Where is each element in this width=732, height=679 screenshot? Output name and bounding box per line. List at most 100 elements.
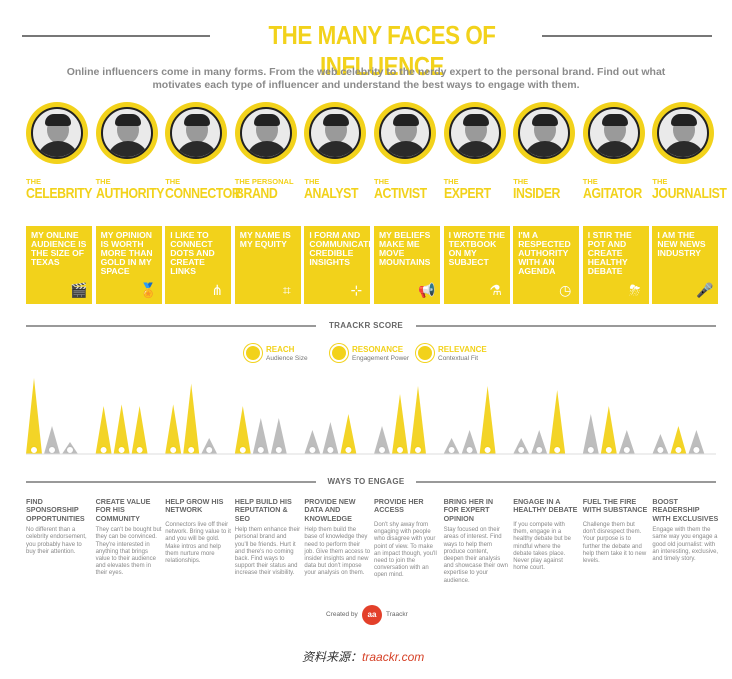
activist-resonance-bar <box>392 394 408 454</box>
source-link[interactable]: traackr.com <box>362 650 425 664</box>
influencer-prefix: THE PERSONAL <box>234 177 294 186</box>
flask-icon: ⚗ <box>489 282 502 298</box>
quote-card-authority: MY OPINION IS WORTH MORE THAN GOLD IN MY… <box>95 226 162 304</box>
engage-tip-analyst: PROVIDE NEW DATA AND KNOWLEDGE Help them … <box>304 497 371 578</box>
resonance-legend-icon <box>330 344 348 362</box>
portrait-hair <box>114 114 141 126</box>
relevance-legend-icon <box>416 344 434 362</box>
portrait-shoulders <box>175 141 220 157</box>
journalist-reach-marker <box>656 445 665 455</box>
portrait-shoulders <box>105 141 150 157</box>
title-row: THE MANY FACES OF INFLUENCE <box>22 18 712 81</box>
quote-card-analyst: I FORM AND COMMUNICATE CREDIBLE INSIGHTS… <box>304 226 374 304</box>
insider-relevance-bar <box>549 390 566 454</box>
engage-tip-journalist: BOOST READERSHIP WITH EXCLUSIVES Engage w… <box>652 497 718 563</box>
influencer-prefix: THE <box>582 177 598 186</box>
score-section-label: TRAACKR SCORE <box>316 321 416 330</box>
legend-reach-title: REACH <box>266 345 295 354</box>
medal-icon: 🏅 <box>139 282 158 298</box>
engage-section-label: WAYS TO ENGAGE <box>316 477 416 486</box>
authority-resonance-bar <box>113 404 130 454</box>
expert-relevance-marker <box>483 445 492 455</box>
celebrity-reach-bar <box>26 378 42 454</box>
engage-tip-body: Connectors live off their network. Bring… <box>165 522 231 565</box>
engage-tip-title: BRING HER IN FOR EXPERT OPINION <box>443 497 494 523</box>
engage-tip-title: FUEL THE FIRE WITH SUBSTANCE <box>582 497 648 515</box>
engage-tip-authority: CREATE VALUE FOR HIS COMMUNITY They can't… <box>96 497 162 578</box>
activist-reach-bar <box>374 426 390 454</box>
storm-icon: ⛈ <box>629 282 641 298</box>
quote-text: I LIKE TO CONNECT DOTS AND CREATE LINKS <box>170 230 215 276</box>
journalist-relevance-marker <box>692 445 701 455</box>
quote-card-journalist: I AM THE NEW NEWS INDUSTRY 🎤 <box>652 226 719 304</box>
influencer-name: BRAND <box>234 185 278 202</box>
journalist-resonance-marker <box>674 445 683 455</box>
influencer-name: AUTHORITY <box>95 185 164 202</box>
legend-reach-sub: Audience Size <box>266 355 308 362</box>
portrait-activist <box>374 102 436 164</box>
engage-tip-title: HELP BUILD HIS REPUTATION & SEO <box>234 497 292 523</box>
portrait-photo <box>379 107 431 159</box>
portrait-photo <box>309 107 362 159</box>
engage-tip-body: No different than a celebrity endorsemen… <box>26 527 87 555</box>
portrait-shoulders <box>453 141 498 157</box>
engage-tip-title: HELP GROW HIS NETWORK <box>165 497 224 515</box>
portrait-hair <box>393 114 419 126</box>
engage-tip-title: ENGAGE IN A HEALTHY DEBATE <box>513 497 578 515</box>
portrait-hair <box>462 114 489 126</box>
engage-tip-insider: ENGAGE IN A HEALTHY DEBATE If you compete… <box>513 497 579 572</box>
score-chart <box>26 370 716 466</box>
quote-card-celebrity: MY ONLINE AUDIENCE IS THE SIZE OF TEXAS 🎬 <box>26 226 92 304</box>
influencer-prefix: THE <box>26 177 41 186</box>
influencer-heading-brand: THE PERSONAL BRAND <box>234 177 297 202</box>
created-by-label: Created by <box>326 611 358 618</box>
brand-resonance-marker <box>256 445 265 455</box>
engage-tip-title: PROVIDE HER ACCESS <box>374 497 424 515</box>
analyst-relevance-bar <box>340 414 357 454</box>
portrait-hair <box>601 114 628 126</box>
credit: Created by aa Traackr <box>300 604 430 626</box>
engage-tip-body: If you compete with them, engage in a he… <box>513 522 571 572</box>
agitator-relevance-bar <box>618 430 635 454</box>
agitator-resonance-bar <box>600 406 617 454</box>
influencer-heading-insider: THE INSIDER <box>513 177 575 202</box>
portrait-shoulders <box>662 141 707 157</box>
legend-relevance: RELEVANCE Contextual Fit <box>416 344 506 366</box>
engage-tip-title: FIND SPONSORSHIP OPPORTUNITIES <box>26 497 85 523</box>
influencer-prefix: THE <box>513 177 529 186</box>
influencer-name: CONNECTOR <box>165 185 241 202</box>
portrait-photo <box>170 107 223 159</box>
analyst-relevance-marker <box>344 445 353 455</box>
portrait-hair <box>671 114 698 126</box>
portrait-shoulders <box>244 141 289 157</box>
title-rule-right <box>542 35 712 37</box>
portrait-photo <box>448 107 501 159</box>
microphone-icon: 🎤 <box>696 282 714 298</box>
brand-reach-bar <box>234 406 251 454</box>
influencer-name: INSIDER <box>513 185 561 202</box>
agitator-reach-bar <box>582 414 599 454</box>
source-label: 资料来源： <box>302 650 363 664</box>
influencer-name: AGITATOR <box>582 185 642 202</box>
brand-reach-marker <box>238 445 247 455</box>
quote-card-expert: I WROTE THE TEXTBOOK ON MY SUBJECT ⚗ <box>443 226 510 304</box>
engage-tip-connector: HELP GROW HIS NETWORK Connectors live off… <box>165 497 231 565</box>
connector-reach-marker <box>168 445 178 455</box>
portrait-photo <box>31 107 83 159</box>
analyst-reach-marker <box>308 445 317 455</box>
influencer-heading-agitator: THE AGITATOR <box>582 177 645 202</box>
influencer-heading-authority: THE AUTHORITY <box>95 178 164 202</box>
connector-resonance-bar <box>183 383 200 454</box>
engage-tip-body: Help them build the base of knowledge th… <box>304 527 371 577</box>
authority-reach-marker <box>99 445 108 455</box>
expert-resonance-marker <box>465 445 474 455</box>
portrait-expert <box>443 102 506 164</box>
page-title: THE MANY FACES OF INFLUENCE <box>268 20 496 81</box>
influencer-heading-celebrity: THE CELEBRITY <box>26 177 92 202</box>
quote-text: I'M A RESPECTED AUTHORITY WITH AN AGENDA <box>518 230 571 276</box>
quote-card-connector: I LIKE TO CONNECT DOTS AND CREATE LINKS ⋔ <box>165 226 232 304</box>
celebrity-reach-marker <box>29 445 39 455</box>
insider-resonance-bar <box>531 430 548 454</box>
portrait-agitator <box>582 102 645 164</box>
engage-tip-title: PROVIDE NEW DATA AND KNOWLEDGE <box>304 497 356 523</box>
